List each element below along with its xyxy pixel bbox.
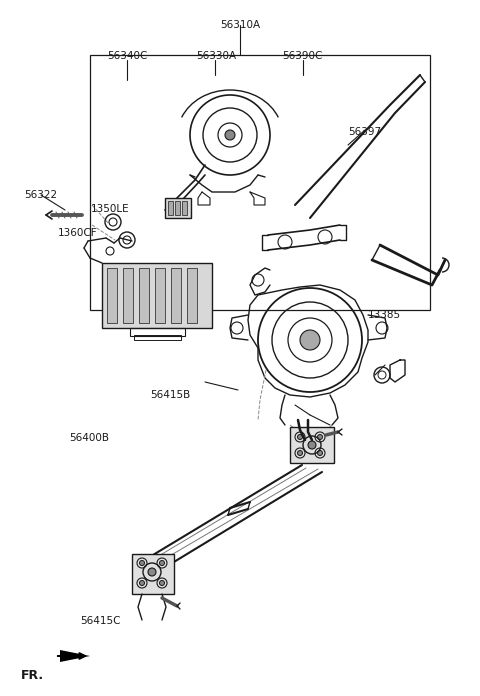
Text: 56310A: 56310A bbox=[220, 20, 260, 30]
Text: 1350LE: 1350LE bbox=[91, 204, 130, 214]
Bar bbox=[168, 201, 173, 215]
Circle shape bbox=[140, 560, 144, 565]
Circle shape bbox=[317, 450, 323, 455]
Circle shape bbox=[140, 580, 144, 585]
Circle shape bbox=[159, 560, 165, 565]
Bar bbox=[290, 427, 334, 463]
Text: FR.: FR. bbox=[21, 669, 44, 681]
Text: 56400B: 56400B bbox=[69, 434, 109, 443]
Text: 13385: 13385 bbox=[367, 310, 401, 319]
Circle shape bbox=[300, 330, 320, 350]
Text: 56322: 56322 bbox=[24, 190, 58, 200]
Bar bbox=[175, 201, 180, 215]
Bar bbox=[123, 268, 133, 323]
Polygon shape bbox=[60, 650, 90, 662]
Text: 1360CF: 1360CF bbox=[58, 228, 97, 238]
Bar bbox=[134, 335, 181, 340]
Text: 56415B: 56415B bbox=[150, 390, 191, 400]
Bar bbox=[90, 55, 430, 310]
Circle shape bbox=[308, 441, 316, 449]
Circle shape bbox=[298, 450, 302, 455]
Bar bbox=[107, 268, 117, 323]
Bar bbox=[182, 201, 187, 215]
Bar bbox=[155, 268, 165, 323]
Circle shape bbox=[148, 568, 156, 576]
Circle shape bbox=[298, 434, 302, 439]
Text: 56340C: 56340C bbox=[107, 51, 147, 61]
Text: 56397: 56397 bbox=[348, 127, 382, 137]
Bar bbox=[187, 268, 197, 323]
Text: 56390C: 56390C bbox=[282, 51, 323, 61]
Bar bbox=[102, 263, 212, 328]
Circle shape bbox=[159, 580, 165, 585]
Bar bbox=[130, 328, 185, 336]
Circle shape bbox=[317, 434, 323, 439]
Text: 56415C: 56415C bbox=[81, 616, 121, 626]
Bar bbox=[171, 268, 181, 323]
Text: 56330A: 56330A bbox=[196, 51, 236, 61]
Bar bbox=[165, 198, 191, 218]
Bar bbox=[132, 554, 174, 594]
Bar bbox=[139, 268, 149, 323]
Circle shape bbox=[225, 130, 235, 140]
